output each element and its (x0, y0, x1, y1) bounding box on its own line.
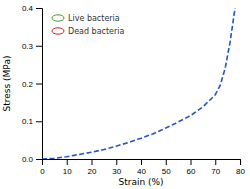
tick-label: 80 (236, 167, 245, 176)
tick-label: 20 (88, 167, 97, 176)
y-axis-title: Stress (MPa) (2, 56, 12, 112)
tick: 0.1 (22, 117, 42, 126)
tick: 10 (63, 159, 72, 176)
tick: 0.2 (22, 80, 42, 89)
tick-mark (36, 159, 42, 160)
plot: 0 10 20 30 40 50 60 70 80 0.0 0.1 0.2 0.3 0.4 Live bac… (22, 4, 246, 176)
y-axis: 0.0 0.1 0.2 0.3 0.4 (22, 4, 43, 164)
tick-label: 60 (187, 167, 196, 176)
tick-label: 70 (211, 167, 220, 176)
tick: 20 (88, 159, 97, 176)
tick-label: 0.0 (22, 155, 34, 164)
tick-label: 50 (162, 167, 171, 176)
legend-swatch (52, 15, 64, 21)
legend: Live bacteria Dead bacteria (52, 14, 125, 36)
tick-label: 40 (137, 167, 146, 176)
tick: 80 (236, 159, 245, 176)
tick-label: 0.3 (22, 42, 34, 51)
tick-label: 0.1 (22, 117, 34, 126)
tick-mark (166, 159, 167, 165)
tick-mark (215, 159, 216, 165)
tick: 0.0 (22, 155, 42, 164)
tick-mark (141, 159, 142, 165)
tick-label: 0 (40, 167, 45, 176)
tick: 0.4 (22, 4, 42, 13)
tick-mark (36, 121, 42, 122)
legend-item: Live bacteria (52, 14, 120, 23)
tick-label: 10 (63, 167, 72, 176)
tick-label: 0.2 (22, 80, 34, 89)
tick-mark (36, 46, 42, 47)
axis-line (43, 160, 241, 166)
chart: 0 10 20 30 40 50 60 70 80 0.0 0.1 0.2 0.3 0.4 Live bac… (0, 0, 250, 189)
tick: 60 (187, 159, 196, 176)
tick: 0 (40, 159, 45, 176)
tick-mark (240, 159, 241, 165)
marks (42, 8, 235, 159)
tick-label: 30 (112, 167, 121, 176)
tick: 70 (211, 159, 220, 176)
tick: 30 (112, 159, 121, 176)
tick-label: 0.4 (22, 4, 34, 13)
legend-item: Dead bacteria (52, 27, 125, 36)
tick-mark (36, 84, 42, 85)
tick-mark (67, 159, 68, 165)
tick-mark (116, 159, 117, 165)
annotation: Dead bacteria (68, 27, 125, 36)
tick-mark (36, 8, 42, 9)
tick: 50 (162, 159, 171, 176)
axis-line (36, 9, 43, 160)
x-axis-title: Strain (%) (118, 177, 163, 187)
annotation: Live bacteria (68, 14, 120, 23)
tick: 40 (137, 159, 146, 176)
x-axis: 0 10 20 30 40 50 60 70 80 (40, 159, 245, 176)
tick: 0.3 (22, 42, 42, 51)
tick-mark (92, 159, 93, 165)
tick-mark (191, 159, 192, 165)
line (42, 8, 235, 159)
legend-swatch (52, 28, 64, 34)
